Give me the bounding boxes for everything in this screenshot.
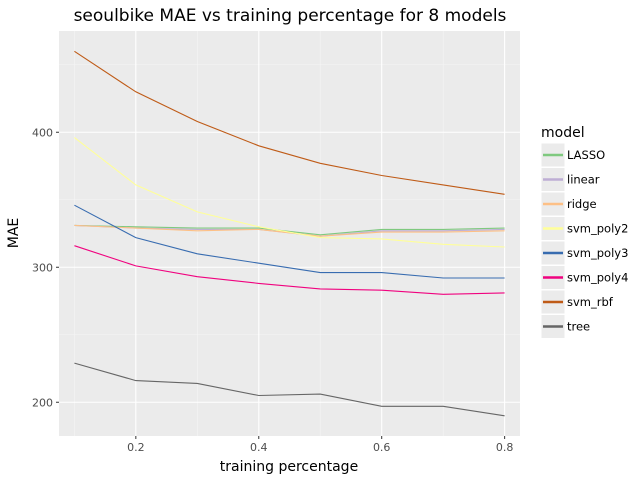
legend-label-svm_poly4: svm_poly4 <box>567 271 628 285</box>
chart-title: seoulbike MAE vs training percentage for… <box>74 6 507 26</box>
legend-label-svm_rbf: svm_rbf <box>567 295 614 309</box>
legend-label-tree: tree <box>567 320 590 334</box>
x-axis-label: training percentage <box>220 459 358 475</box>
legend-label-ridge: ridge <box>567 197 597 211</box>
x-axis-ticks: 0.2 0.4 0.6 0.8 <box>127 436 513 454</box>
legend-label-LASSO: LASSO <box>567 148 605 162</box>
x-tick-label: 0.2 <box>127 441 145 454</box>
y-tick-label: 400 <box>32 126 53 139</box>
legend-label-svm_poly2: svm_poly2 <box>567 222 628 236</box>
y-tick-label: 300 <box>32 261 53 274</box>
legend-title: model <box>541 125 585 141</box>
x-tick-label: 0.8 <box>496 441 514 454</box>
legend: model LASSO linear ridge svm_poly2 svm_poly3… <box>541 125 628 339</box>
y-tick-label: 200 <box>32 396 53 409</box>
legend-items: LASSO linear ridge svm_poly2 svm_poly3 svm_po… <box>541 143 628 339</box>
legend-label-linear: linear <box>567 173 600 187</box>
x-tick-label: 0.6 <box>373 441 391 454</box>
legend-label-svm_poly3: svm_poly3 <box>567 246 628 260</box>
y-axis-label: MAE <box>6 218 22 249</box>
y-axis-ticks: 200 300 400 <box>32 126 59 409</box>
x-tick-label: 0.4 <box>250 441 268 454</box>
